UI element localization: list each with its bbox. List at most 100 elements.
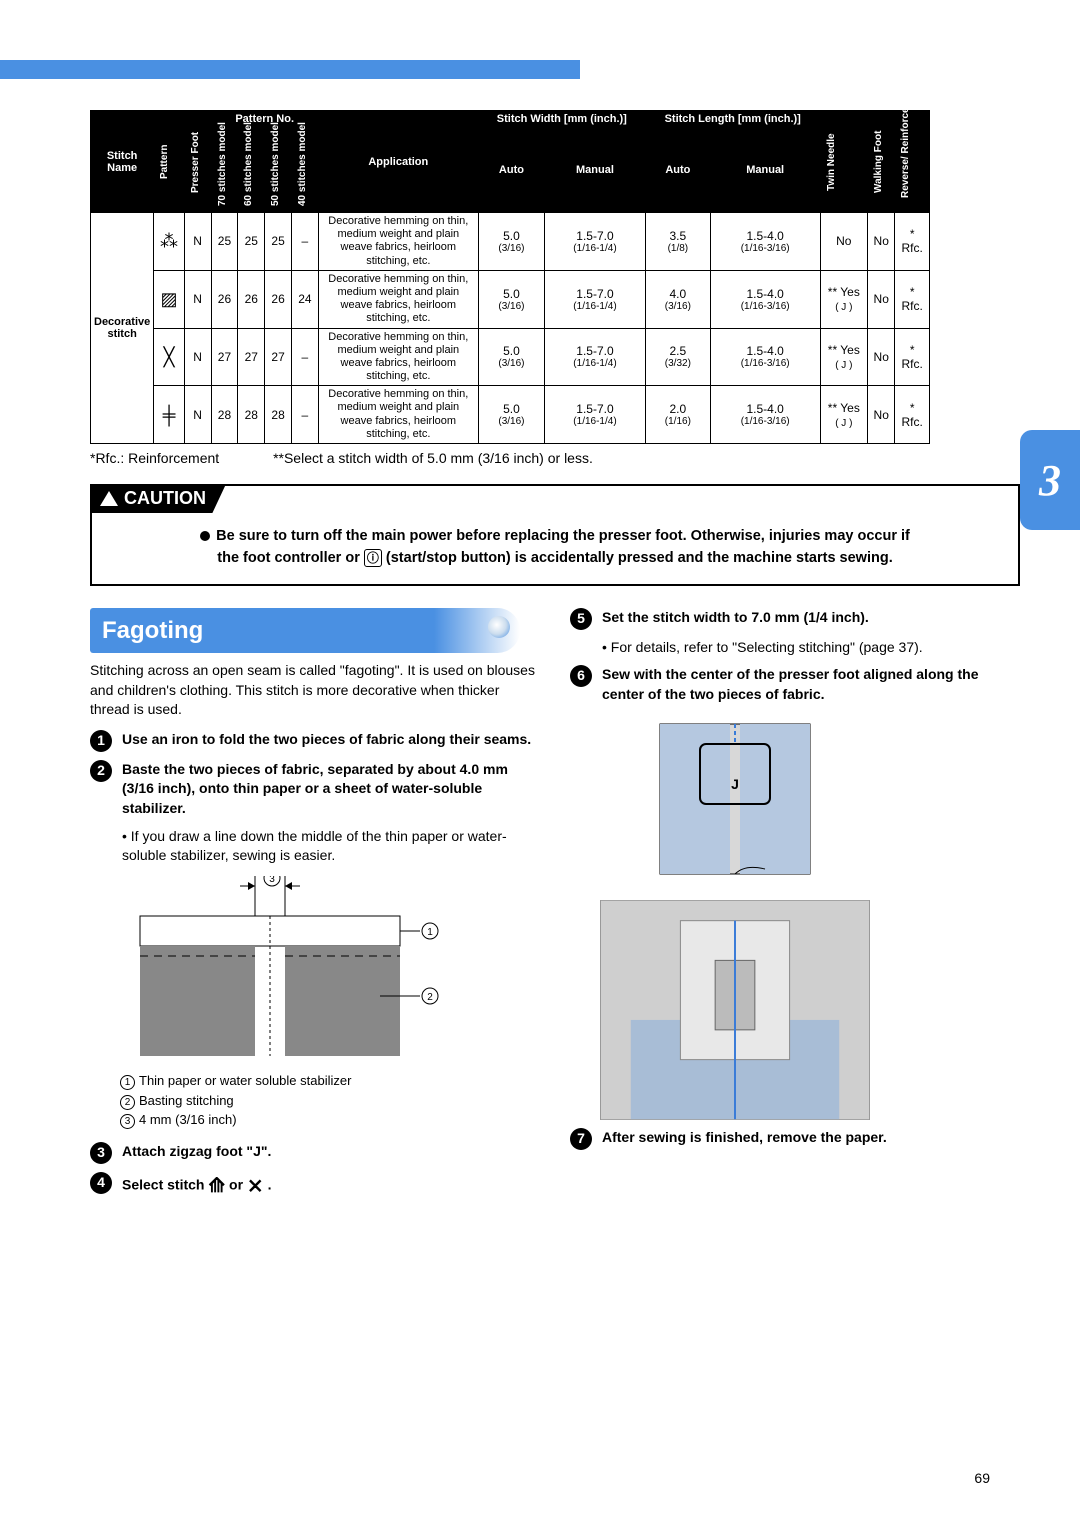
- th-stitch-length: Stitch Length [mm (inch.)]: [645, 111, 820, 128]
- presser-foot-cell: N: [184, 328, 211, 386]
- p40-cell: –: [291, 328, 318, 386]
- step-badge: 4: [90, 1172, 112, 1194]
- right-column: 5 Set the stitch width to 7.0 mm (1/4 in…: [570, 608, 1020, 1208]
- rev-cell: *Rfc.: [895, 213, 930, 271]
- presser-foot-cell: N: [184, 270, 211, 328]
- step-6: 6 Sew with the center of the presser foo…: [570, 665, 1020, 704]
- walk-cell: No: [868, 213, 895, 271]
- stitch-table: Stitch Name Pattern Presser Foot Pattern…: [90, 110, 930, 444]
- step-7-text: After sewing is finished, remove the pap…: [602, 1128, 1020, 1150]
- fabric-diagram: 3 1 2: [120, 876, 540, 1062]
- chapter-number: 3: [1039, 455, 1061, 506]
- header-line: [0, 78, 580, 79]
- step-7: 7 After sewing is finished, remove the p…: [570, 1128, 1020, 1150]
- legend-2: Basting stitching: [139, 1093, 234, 1108]
- width-auto-cell: 5.0(3/16): [478, 270, 544, 328]
- step-5-sub: For details, refer to "Selecting stitchi…: [602, 638, 1020, 658]
- pattern-icon: ▨: [154, 270, 184, 328]
- table-row: ╳N272727–Decorative hemming on thin, med…: [91, 328, 930, 386]
- width-manual-cell: 1.5-7.0(1/16-1/4): [545, 328, 646, 386]
- rev-cell: *Rfc.: [895, 328, 930, 386]
- step-badge: 6: [570, 665, 592, 687]
- width-manual-cell: 1.5-7.0(1/16-1/4): [545, 270, 646, 328]
- step-2-text: Baste the two pieces of fabric, separate…: [122, 760, 540, 819]
- diagram-legend: 1Thin paper or water soluble stabilizer …: [120, 1071, 540, 1130]
- rev-cell: *Rfc.: [895, 386, 930, 444]
- p70-cell: 28: [211, 386, 238, 444]
- manual-page: 3 Stitch Name Pattern Presser Foot Patte…: [0, 0, 1080, 1526]
- width-auto-cell: 5.0(3/16): [478, 213, 544, 271]
- svg-text:J: J: [731, 776, 739, 792]
- length-auto-cell: 4.0(3/16): [645, 270, 710, 328]
- walk-cell: No: [868, 270, 895, 328]
- caution-line2b: (start/stop button) is accidentally pres…: [382, 550, 893, 566]
- section-heading: Fagoting: [90, 608, 520, 654]
- p60-cell: 27: [238, 328, 265, 386]
- step-5-text: Set the stitch width to 7.0 mm (1/4 inch…: [602, 608, 1020, 630]
- length-manual-cell: 1.5-4.0(1/16-3/16): [710, 386, 820, 444]
- table-row: ▨N26262624Decorative hemming on thin, me…: [91, 270, 930, 328]
- p60-cell: 25: [238, 213, 265, 271]
- caution-flag: CAUTION: [90, 484, 226, 513]
- stitch-name-cell: Decorative stitch: [91, 213, 154, 444]
- th-twin-needle: Twin Needle: [824, 122, 839, 202]
- walk-cell: No: [868, 386, 895, 444]
- th-length-auto: Auto: [645, 128, 710, 213]
- table-row: Decorative stitch⁂N252525–Decorative hem…: [91, 213, 930, 271]
- footnote-rfc: *Rfc.: Reinforcement: [90, 450, 219, 466]
- twin-cell: ** Yes( J ): [820, 386, 868, 444]
- application-cell: Decorative hemming on thin, medium weigh…: [318, 270, 478, 328]
- step-2: 2 Baste the two pieces of fabric, separa…: [90, 760, 540, 819]
- left-column: Fagoting Stitching across an open seam i…: [90, 608, 540, 1208]
- pattern-icon: ⁂: [154, 213, 184, 271]
- step-badge: 2: [90, 760, 112, 782]
- table-row: ╪N282828–Decorative hemming on thin, med…: [91, 386, 930, 444]
- length-auto-cell: 3.5(1/8): [645, 213, 710, 271]
- step-3: 3 Attach zigzag foot "J".: [90, 1142, 540, 1164]
- svg-text:2: 2: [427, 992, 433, 1003]
- th-pattern: Pattern: [157, 122, 172, 202]
- svg-text:3: 3: [269, 876, 275, 885]
- twin-cell: ** Yes( J ): [820, 328, 868, 386]
- th-70: 70 stitches model: [215, 130, 230, 210]
- p40-cell: –: [291, 213, 318, 271]
- p60-cell: 28: [238, 386, 265, 444]
- width-manual-cell: 1.5-7.0(1/16-1/4): [545, 386, 646, 444]
- step-1: 1 Use an iron to fold the two pieces of …: [90, 730, 540, 752]
- width-auto-cell: 5.0(3/16): [478, 328, 544, 386]
- th-length-manual: Manual: [710, 128, 820, 213]
- walk-cell: No: [868, 328, 895, 386]
- caution-body: Be sure to turn off the main power befor…: [106, 526, 1004, 570]
- header-bar: [0, 60, 580, 78]
- pattern-icon: ╳: [154, 328, 184, 386]
- length-manual-cell: 1.5-4.0(1/16-3/16): [710, 213, 820, 271]
- step-4-text: Select stitch ⟰ or ⨯ .: [122, 1172, 540, 1200]
- length-auto-cell: 2.5(3/32): [645, 328, 710, 386]
- presser-foot-cell: N: [184, 213, 211, 271]
- p50-cell: 26: [265, 270, 292, 328]
- step-4: 4 Select stitch ⟰ or ⨯ .: [90, 1172, 540, 1200]
- th-60: 60 stitches model: [241, 130, 256, 210]
- p70-cell: 25: [211, 213, 238, 271]
- footnote-width: **Select a stitch width of 5.0 mm (3/16 …: [273, 450, 593, 466]
- th-reverse: Reverse/ Reinforcement Stitching: [898, 122, 913, 202]
- application-cell: Decorative hemming on thin, medium weigh…: [318, 213, 478, 271]
- length-manual-cell: 1.5-4.0(1/16-3/16): [710, 270, 820, 328]
- stitch-icon-b: ⨯: [247, 1175, 264, 1197]
- legend-1: Thin paper or water soluble stabilizer: [139, 1073, 351, 1088]
- caution-line2a: the foot controller or: [217, 550, 364, 566]
- th-presser-foot: Presser Foot: [188, 122, 203, 202]
- chapter-tab: 3: [1020, 430, 1080, 530]
- sewing-photo: [600, 900, 870, 1120]
- twin-cell: No: [820, 213, 868, 271]
- step-3-text: Attach zigzag foot "J".: [122, 1142, 540, 1164]
- width-manual-cell: 1.5-7.0(1/16-1/4): [545, 213, 646, 271]
- step-badge: 3: [90, 1142, 112, 1164]
- width-auto-cell: 5.0(3/16): [478, 386, 544, 444]
- th-walking-foot: Walking Foot: [871, 122, 886, 202]
- step-badge: 1: [90, 730, 112, 752]
- presser-foot-diagram: J: [600, 714, 1020, 890]
- th-40: 40 stitches model: [295, 130, 310, 210]
- p70-cell: 26: [211, 270, 238, 328]
- p50-cell: 27: [265, 328, 292, 386]
